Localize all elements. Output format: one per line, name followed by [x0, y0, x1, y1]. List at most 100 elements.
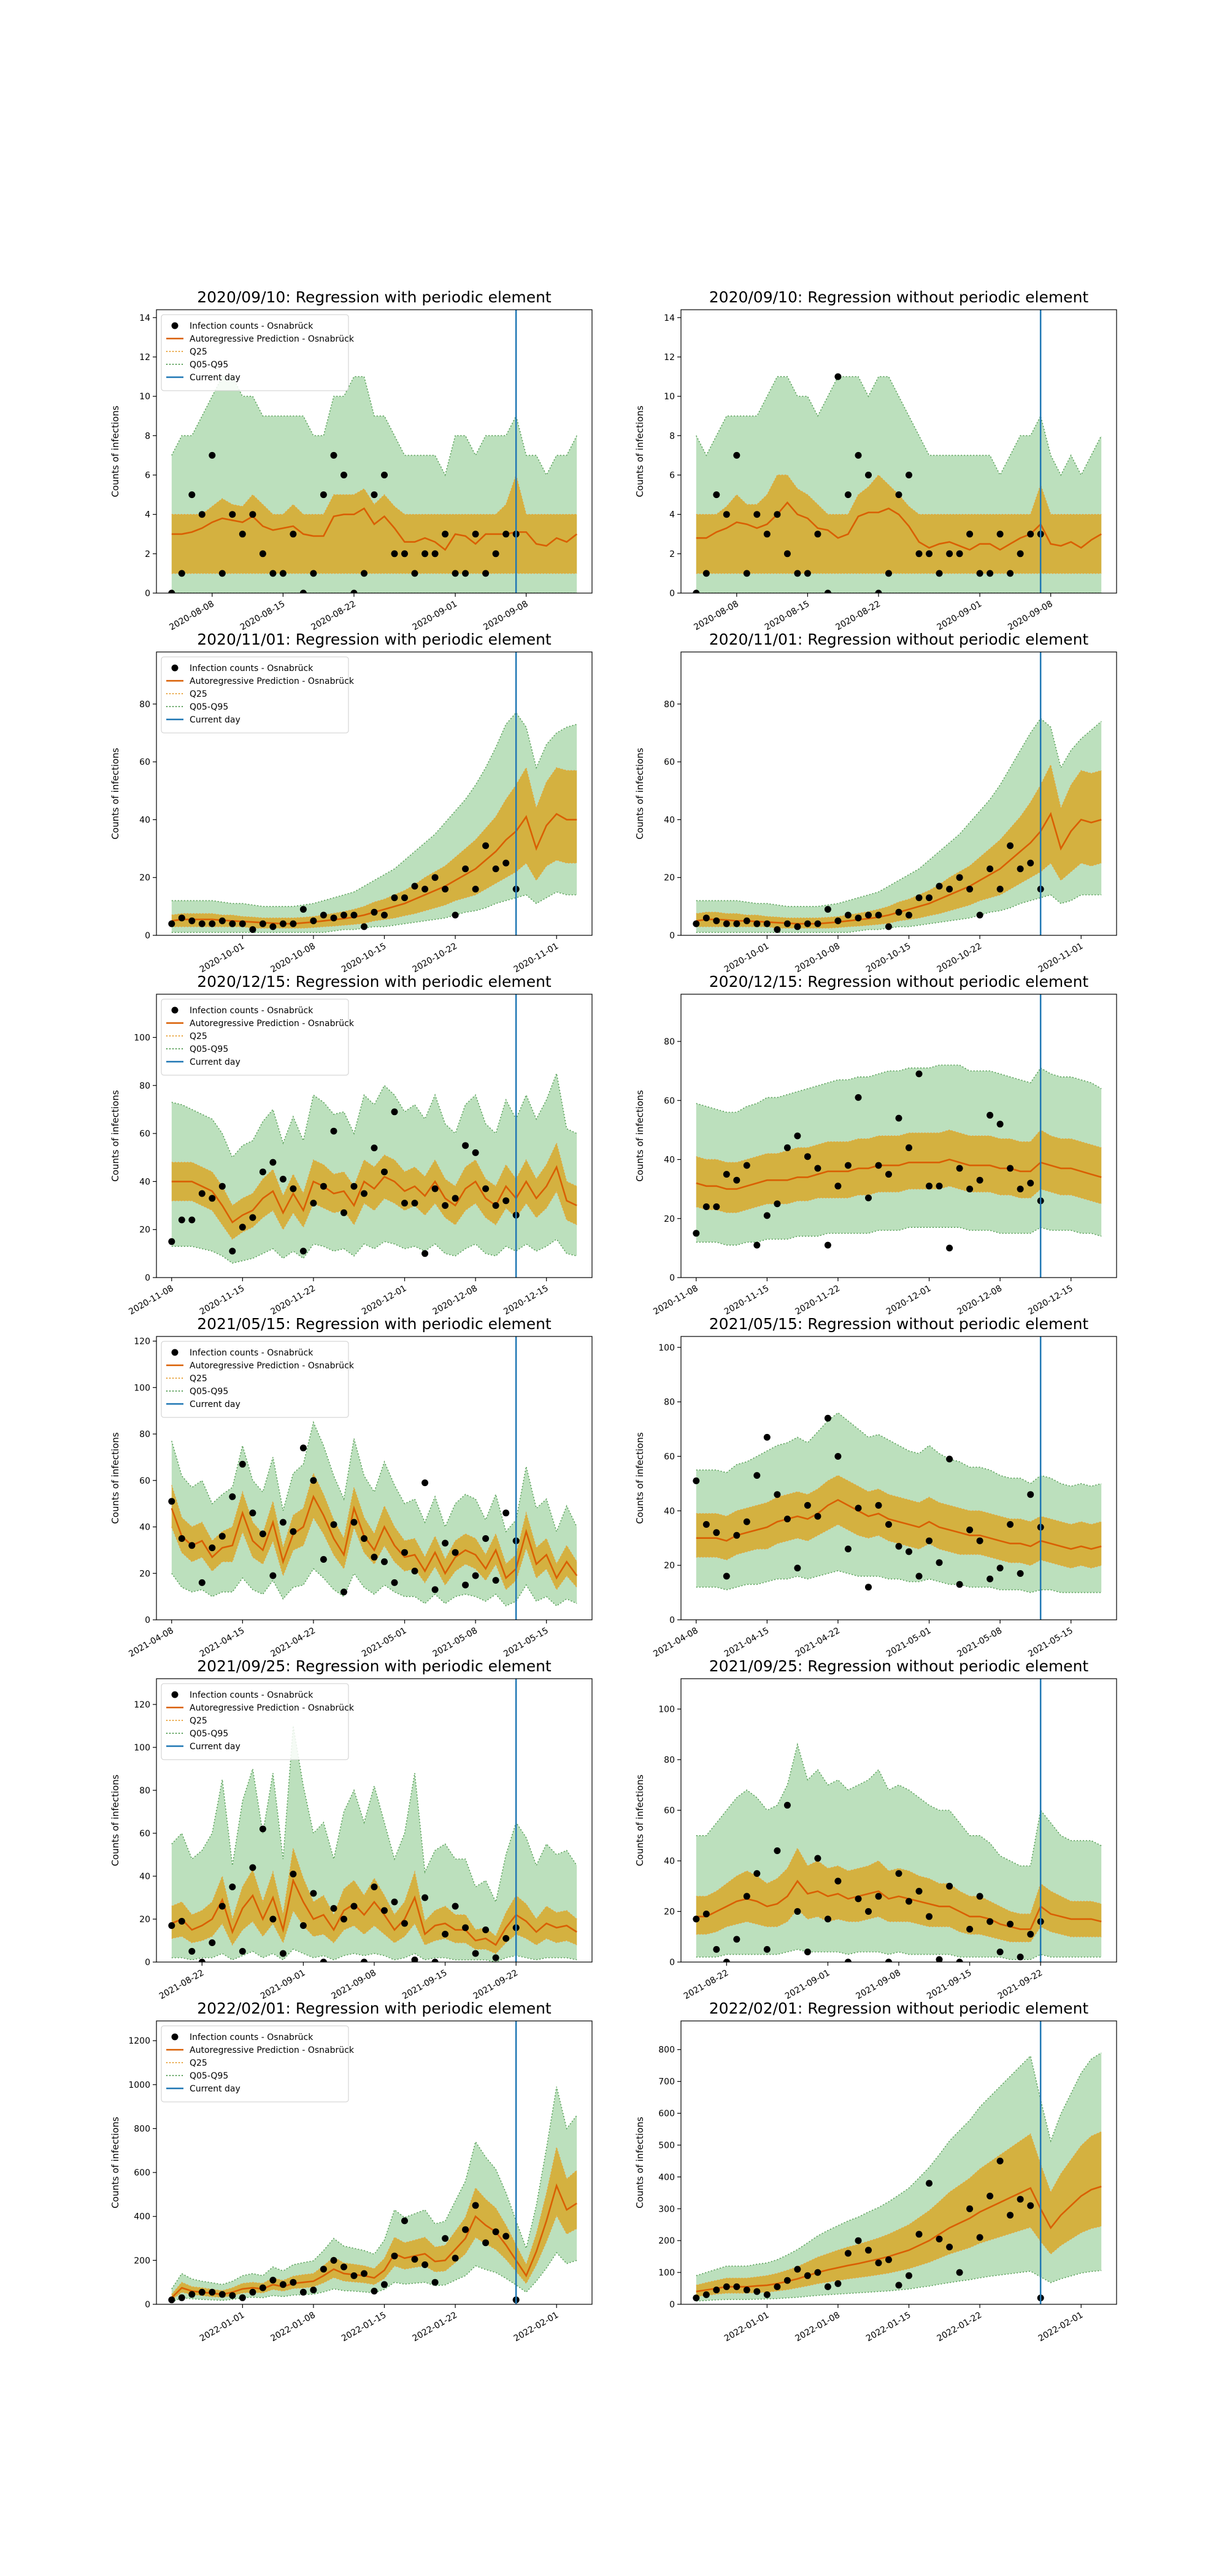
- observed-point: [743, 1162, 750, 1169]
- observed-point: [411, 1957, 418, 1962]
- observed-point: [442, 1931, 449, 1938]
- plot-area: [168, 2021, 577, 2304]
- observed-point: [723, 920, 730, 927]
- observed-point: [936, 570, 943, 577]
- observed-point: [956, 874, 963, 881]
- chart-panel-3: 2020/11/01: Regression with periodic ele…: [110, 631, 593, 975]
- legend-label: Autoregressive Prediction - Osnabrück: [190, 1019, 355, 1029]
- observed-point: [814, 1512, 821, 1520]
- observed-point: [753, 511, 761, 518]
- observed-point: [401, 1200, 408, 1207]
- observed-point: [723, 2283, 730, 2290]
- x-tick-label: 2020-12-01: [885, 1284, 933, 1317]
- observed-point: [391, 1898, 398, 1906]
- observed-point: [178, 914, 185, 922]
- x-tick-label: 2021-04-15: [198, 1626, 246, 1660]
- observed-point: [895, 1543, 902, 1550]
- observed-point: [693, 1230, 700, 1237]
- observed-point: [462, 2226, 469, 2233]
- observed-point: [702, 570, 710, 577]
- observed-point: [259, 1168, 266, 1176]
- observed-point: [763, 2291, 771, 2298]
- observed-point: [875, 911, 882, 919]
- observed-point: [229, 2292, 236, 2299]
- observed-point: [824, 906, 831, 913]
- observed-point: [279, 1519, 287, 1526]
- y-tick-label: 100: [134, 1383, 150, 1393]
- legend-label: Current day: [190, 1742, 240, 1752]
- observed-point: [188, 2291, 196, 2298]
- observed-point: [188, 1542, 196, 1549]
- y-axis-label: Counts of infections: [634, 748, 645, 840]
- x-tick-label: 2020-12-08: [956, 1284, 1004, 1317]
- x-tick-label: 2020-09-08: [1006, 599, 1054, 633]
- y-tick-label: 20: [664, 1561, 675, 1571]
- observed-point: [361, 1958, 367, 1962]
- observed-point: [350, 1519, 358, 1526]
- observed-point: [946, 1455, 953, 1463]
- observed-point: [279, 2281, 287, 2288]
- observed-point: [865, 472, 872, 478]
- observed-point: [855, 1505, 862, 1512]
- observed-point: [249, 511, 256, 518]
- observed-point: [482, 1926, 490, 1933]
- prediction-line: [171, 2183, 577, 2299]
- x-tick-label: 2020-12-01: [360, 1284, 408, 1317]
- observed-point: [976, 1537, 983, 1544]
- observed-point: [259, 1530, 266, 1538]
- q05-q95-band: [696, 2052, 1102, 2301]
- y-tick-label: 600: [134, 2168, 150, 2178]
- x-tick-label: 2020-12-08: [431, 1284, 479, 1317]
- y-tick-label: 2: [145, 550, 150, 559]
- observed-point: [229, 920, 236, 927]
- observed-point: [421, 2261, 429, 2268]
- legend-marker-points: [171, 322, 179, 329]
- observed-point: [168, 920, 175, 927]
- y-axis-label: Counts of infections: [634, 1774, 645, 1866]
- observed-point: [462, 1142, 469, 1149]
- legend-label: Current day: [190, 1400, 240, 1409]
- y-axis-label: Counts of infections: [634, 1090, 645, 1182]
- x-tick-label: 2021-09-08: [855, 1968, 902, 2002]
- y-tick-label: 40: [139, 815, 150, 825]
- observed-point: [239, 531, 246, 538]
- prediction-line: [696, 1499, 1102, 1550]
- y-axis-label: Counts of infections: [110, 1774, 121, 1866]
- observed-point: [401, 1920, 408, 1927]
- y-tick-label: 200: [658, 2236, 675, 2246]
- observed-point: [763, 1212, 771, 1219]
- chart-panel-12: 2022/02/01: Regression without periodic …: [634, 1999, 1117, 2344]
- x-tick-label: 2020-08-08: [692, 599, 740, 633]
- x-tick-label: 2020-10-15: [864, 941, 912, 975]
- y-tick-label: 0: [669, 589, 675, 599]
- plot-area: [168, 1336, 578, 1620]
- observed-point: [431, 2279, 439, 2286]
- observed-point: [492, 1954, 499, 1961]
- y-tick-label: 40: [139, 1523, 150, 1533]
- observed-point: [411, 1200, 418, 1207]
- observed-point: [320, 1183, 327, 1190]
- observed-point: [299, 1922, 307, 1929]
- observed-point: [442, 531, 449, 538]
- observed-point: [926, 1913, 933, 1920]
- x-tick-label: 2021-04-22: [269, 1626, 317, 1660]
- observed-point: [178, 1918, 185, 1925]
- observed-point: [693, 589, 700, 593]
- observed-point: [198, 1958, 206, 1962]
- x-tick-label: 2020-09-08: [482, 599, 529, 633]
- y-axis-label: Counts of infections: [634, 405, 645, 497]
- observed-point: [218, 2291, 226, 2298]
- observed-point: [855, 1895, 862, 1903]
- observed-point: [502, 1197, 510, 1205]
- chart-panel-1: 2020/09/10: Regression with periodic ele…: [110, 288, 593, 633]
- y-tick-label: 60: [139, 1829, 150, 1839]
- observed-point: [865, 911, 872, 919]
- y-tick-label: 40: [664, 1506, 675, 1516]
- legend-label: Infection counts - Osnabrück: [190, 664, 313, 673]
- observed-point: [290, 1871, 297, 1877]
- observed-point: [361, 570, 367, 577]
- y-tick-label: 0: [669, 1273, 675, 1283]
- observed-point: [502, 1935, 510, 1942]
- chart-title: 2021/05/15: Regression without periodic …: [709, 1315, 1089, 1333]
- q25-upper-edge: [171, 473, 577, 515]
